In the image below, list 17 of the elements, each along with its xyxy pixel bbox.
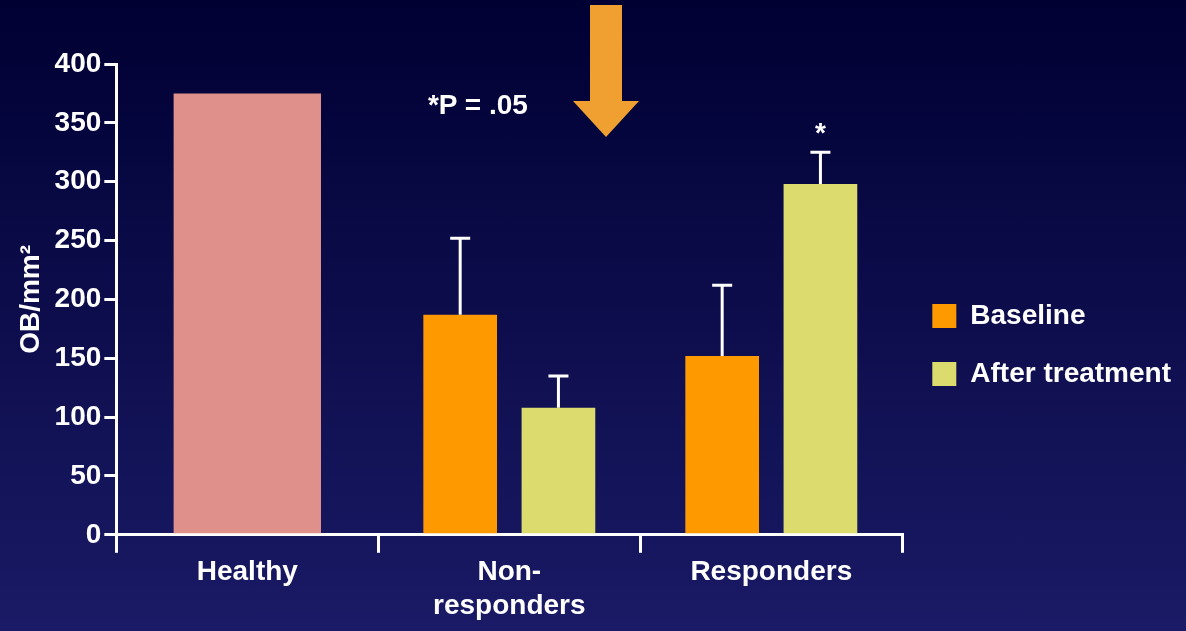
y-tick-label: 400 (54, 46, 102, 78)
x-tick-label: Responders (690, 555, 853, 587)
y-tick-label: 50 (70, 458, 102, 490)
annotation: *P = .05 (427, 88, 528, 120)
y-tick-label: 350 (54, 105, 102, 137)
y-axis-title: OB/mm² (13, 244, 45, 354)
legend-label: After treatment (970, 356, 1171, 388)
y-tick-label: 200 (54, 282, 102, 314)
y-tick-label: 100 (54, 399, 102, 431)
x-tick-label: Non-responders (433, 555, 586, 620)
legend-label: Baseline (970, 298, 1086, 330)
y-tick-label: 0 (85, 517, 102, 549)
x-tick-label: Healthy (196, 555, 299, 587)
y-tick-label: 150 (54, 340, 102, 372)
y-tick-label: 250 (54, 223, 102, 255)
annotation: * (814, 116, 826, 148)
y-tick-label: 300 (54, 164, 102, 196)
